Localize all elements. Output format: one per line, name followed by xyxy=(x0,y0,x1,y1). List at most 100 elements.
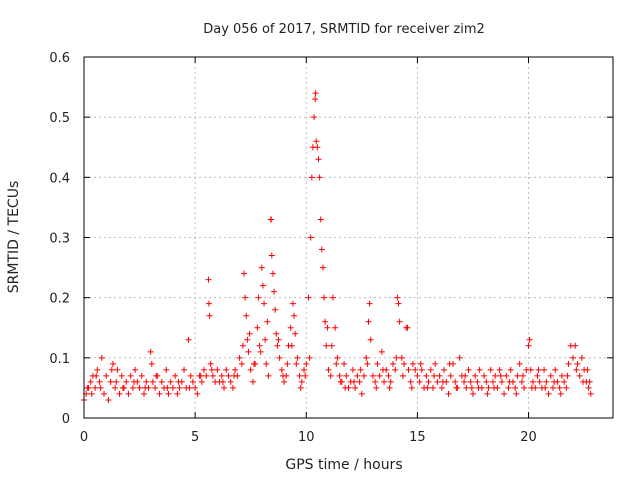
tick-labels-layer: 0 0.1 0.2 0.3 0.4 0.5 0.6 0 5 10 15 20 xyxy=(49,51,536,445)
data-point xyxy=(303,360,310,367)
data-point xyxy=(239,342,246,349)
data-point xyxy=(527,366,534,373)
data-point xyxy=(416,378,423,385)
data-point xyxy=(223,366,230,373)
data-point xyxy=(268,216,275,223)
data-point xyxy=(88,390,95,397)
data-point xyxy=(343,372,350,379)
data-point xyxy=(279,372,286,379)
data-point xyxy=(315,156,322,163)
data-point xyxy=(386,384,393,391)
data-point xyxy=(342,384,349,391)
data-point xyxy=(298,378,305,385)
data-point xyxy=(272,306,279,313)
points-layer xyxy=(81,90,594,403)
data-point xyxy=(528,384,535,391)
data-point xyxy=(404,324,411,331)
data-point xyxy=(176,384,183,391)
data-point xyxy=(129,384,136,391)
ticks-layer xyxy=(83,56,613,419)
data-point xyxy=(352,384,359,391)
data-point xyxy=(584,366,591,373)
data-point xyxy=(242,294,249,301)
data-point xyxy=(579,378,586,385)
data-point xyxy=(372,378,379,385)
data-point xyxy=(536,378,543,385)
data-point xyxy=(231,372,238,379)
data-point xyxy=(255,294,262,301)
data-point xyxy=(366,300,373,307)
data-point xyxy=(141,390,148,397)
data-point xyxy=(434,378,441,385)
data-point xyxy=(389,360,396,367)
y-axis-label: SRMTID / TECUs xyxy=(6,181,22,294)
y-tick-label: 0.6 xyxy=(49,51,70,66)
data-point xyxy=(125,390,132,397)
data-point xyxy=(563,384,570,391)
data-point xyxy=(374,360,381,367)
data-point xyxy=(276,354,283,361)
data-point xyxy=(408,384,415,391)
data-point xyxy=(96,378,103,385)
data-point xyxy=(306,354,313,361)
data-point xyxy=(525,342,532,349)
data-point xyxy=(423,372,430,379)
data-point xyxy=(429,384,436,391)
grid-layer xyxy=(84,57,613,418)
data-point xyxy=(147,348,154,355)
y-tick-label: 0.3 xyxy=(49,232,70,247)
data-point xyxy=(417,360,424,367)
data-point xyxy=(497,372,504,379)
data-point xyxy=(136,384,143,391)
data-point xyxy=(514,372,521,379)
data-point xyxy=(467,378,474,385)
data-point xyxy=(291,312,298,319)
data-point xyxy=(219,378,226,385)
data-point xyxy=(169,384,176,391)
data-point xyxy=(302,372,309,379)
data-point xyxy=(165,390,172,397)
data-point xyxy=(518,378,525,385)
data-point xyxy=(259,282,266,289)
data-point xyxy=(301,366,308,373)
data-point xyxy=(116,390,123,397)
data-point xyxy=(558,372,565,379)
data-point xyxy=(281,378,288,385)
data-point xyxy=(307,234,314,241)
data-point xyxy=(407,378,414,385)
data-point xyxy=(153,372,160,379)
data-point xyxy=(294,354,301,361)
data-point xyxy=(289,300,296,307)
data-point xyxy=(273,330,280,337)
data-point xyxy=(247,366,254,373)
data-point xyxy=(329,294,336,301)
data-point xyxy=(189,378,196,385)
data-point xyxy=(587,390,594,397)
data-point xyxy=(114,366,121,373)
data-point xyxy=(227,378,234,385)
data-point xyxy=(127,372,134,379)
data-point xyxy=(401,360,408,367)
data-point xyxy=(181,366,188,373)
data-point xyxy=(305,294,312,301)
data-point xyxy=(475,384,482,391)
data-point xyxy=(398,354,405,361)
data-point xyxy=(118,372,125,379)
data-point xyxy=(327,372,334,379)
data-point xyxy=(468,384,475,391)
data-point xyxy=(321,294,328,301)
data-point xyxy=(418,366,425,373)
data-point xyxy=(585,384,592,391)
data-point xyxy=(158,378,165,385)
data-point xyxy=(284,360,291,367)
data-point xyxy=(261,300,268,307)
data-point xyxy=(278,366,285,373)
y-tick-label: 0.4 xyxy=(49,171,70,186)
data-point xyxy=(446,360,453,367)
data-point xyxy=(392,366,399,373)
data-point xyxy=(108,366,115,373)
data-point xyxy=(221,384,228,391)
data-point xyxy=(333,360,340,367)
data-point xyxy=(324,324,331,331)
data-point xyxy=(123,378,130,385)
